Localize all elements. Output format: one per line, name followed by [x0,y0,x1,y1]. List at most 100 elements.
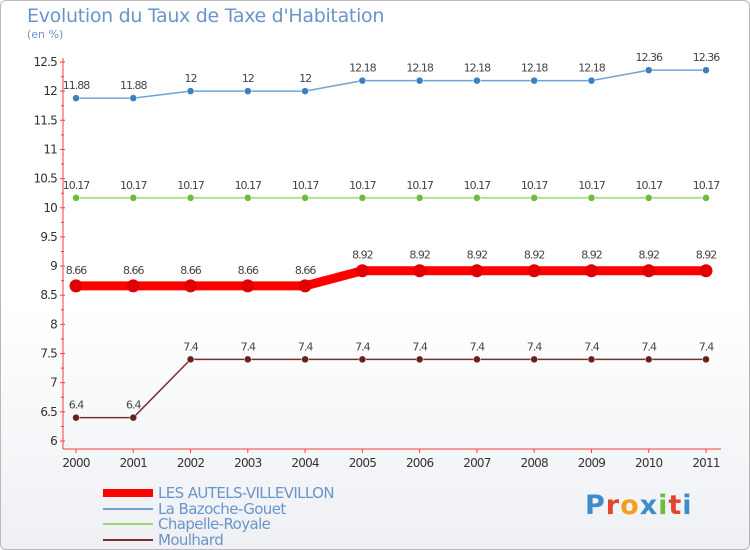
data-label: 10.17 [120,179,147,192]
data-point [470,264,484,278]
x-tick-label: 2006 [406,456,434,470]
series-line [75,69,707,99]
y-tick-label: 8 [50,317,57,331]
data-label: 12 [242,72,254,85]
y-axis-unit: (en %) [27,28,64,41]
data-point [415,355,424,364]
data-point [301,194,309,202]
data-label: 7.4 [527,340,542,353]
series-line [71,266,711,291]
x-tick-label: 2005 [349,456,377,470]
data-label: 11.88 [120,79,147,92]
data-point [413,264,427,278]
y-tick-label: 12.5 [33,55,57,69]
data-point [358,194,367,202]
data-label: 10.17 [635,179,662,192]
data-label: 12.36 [635,51,662,64]
x-tick-label: 2002 [177,456,205,470]
y-tick-label: 8.5 [40,288,57,302]
data-point [642,264,656,278]
data-label: 10.17 [578,179,605,192]
data-point [126,279,140,293]
legend-swatch [103,539,153,541]
data-point [587,76,596,85]
data-point [129,194,138,202]
data-label: 7.4 [584,340,599,353]
data-point [415,194,424,202]
data-point [298,279,312,293]
data-label: 10.17 [464,179,491,192]
x-tick-label: 2008 [521,456,549,470]
data-point [244,194,252,202]
logo-letter: P [585,490,606,521]
data-label: 11.88 [63,79,90,92]
data-label: 8.92 [581,249,602,262]
data-point [358,76,367,85]
data-point [473,355,481,364]
data-point [702,66,710,74]
x-tick-label: 2001 [120,456,148,470]
data-label: 12 [185,72,197,85]
logo-letter: r [605,490,621,521]
data-point [644,355,653,364]
data-label: 6.4 [126,399,141,412]
data-label: 12.18 [578,62,605,75]
data-point [584,264,598,278]
legend-label: Chapelle-Royale [158,515,271,533]
y-tick-label: 9.5 [40,230,57,244]
data-label: 8.92 [638,249,659,262]
data-point [702,355,710,364]
x-tick-label: 2011 [692,456,720,470]
data-label: 12 [299,72,311,85]
data-label: 8.66 [123,264,144,277]
data-label: 10.17 [235,179,262,192]
logo-letter: o [620,490,640,521]
data-point [72,413,80,422]
legend-swatch [103,489,153,497]
chart-title: Evolution du Taux de Taxe d'Habitation [27,5,385,27]
proxiti-logo: Proxiti [585,490,693,521]
data-point [301,355,309,364]
data-point [644,66,653,74]
data-label: 10.17 [693,179,720,192]
data-point [241,279,255,293]
x-tick-label: 2010 [635,456,663,470]
data-point [699,264,713,278]
data-label: 12.36 [693,51,720,64]
legend-item-chapelle: Chapelle-Royale [103,515,271,533]
data-label: 8.92 [524,249,545,262]
data-point [530,76,538,85]
data-point [129,94,138,102]
data-label: 12.18 [406,62,433,75]
data-point [473,76,481,85]
logo-letter: x [639,490,659,521]
data-label: 10.17 [177,179,204,192]
data-point [72,194,80,202]
data-label: 7.4 [641,340,656,353]
data-point [530,194,538,202]
data-label: 7.4 [241,340,256,353]
y-tick-label: 10.5 [33,172,57,186]
y-tick-label: 6 [50,434,57,448]
data-point [527,264,541,278]
data-point [69,279,83,293]
data-point [301,87,309,95]
data-point [129,413,138,422]
y-tick-label: 7.5 [40,347,57,361]
data-point [587,194,596,202]
y-tick-label: 11 [43,142,57,156]
x-tick-label: 2003 [234,456,262,470]
data-label: 6.4 [69,399,84,412]
data-label: 8.66 [180,264,201,277]
y-tick-label: 12 [43,84,57,98]
data-point [244,355,252,364]
data-label: 8.66 [295,264,316,277]
logo-letter: i [658,490,669,521]
data-label: 10.17 [63,179,90,192]
legend-label: LES AUTELS-VILLEVILLON [158,484,335,502]
legend-label: Moulhard [158,531,224,549]
legend-label: La Bazoche-Gouet [158,500,286,518]
x-tick-label: 2007 [463,456,491,470]
data-label: 10.17 [292,179,319,192]
